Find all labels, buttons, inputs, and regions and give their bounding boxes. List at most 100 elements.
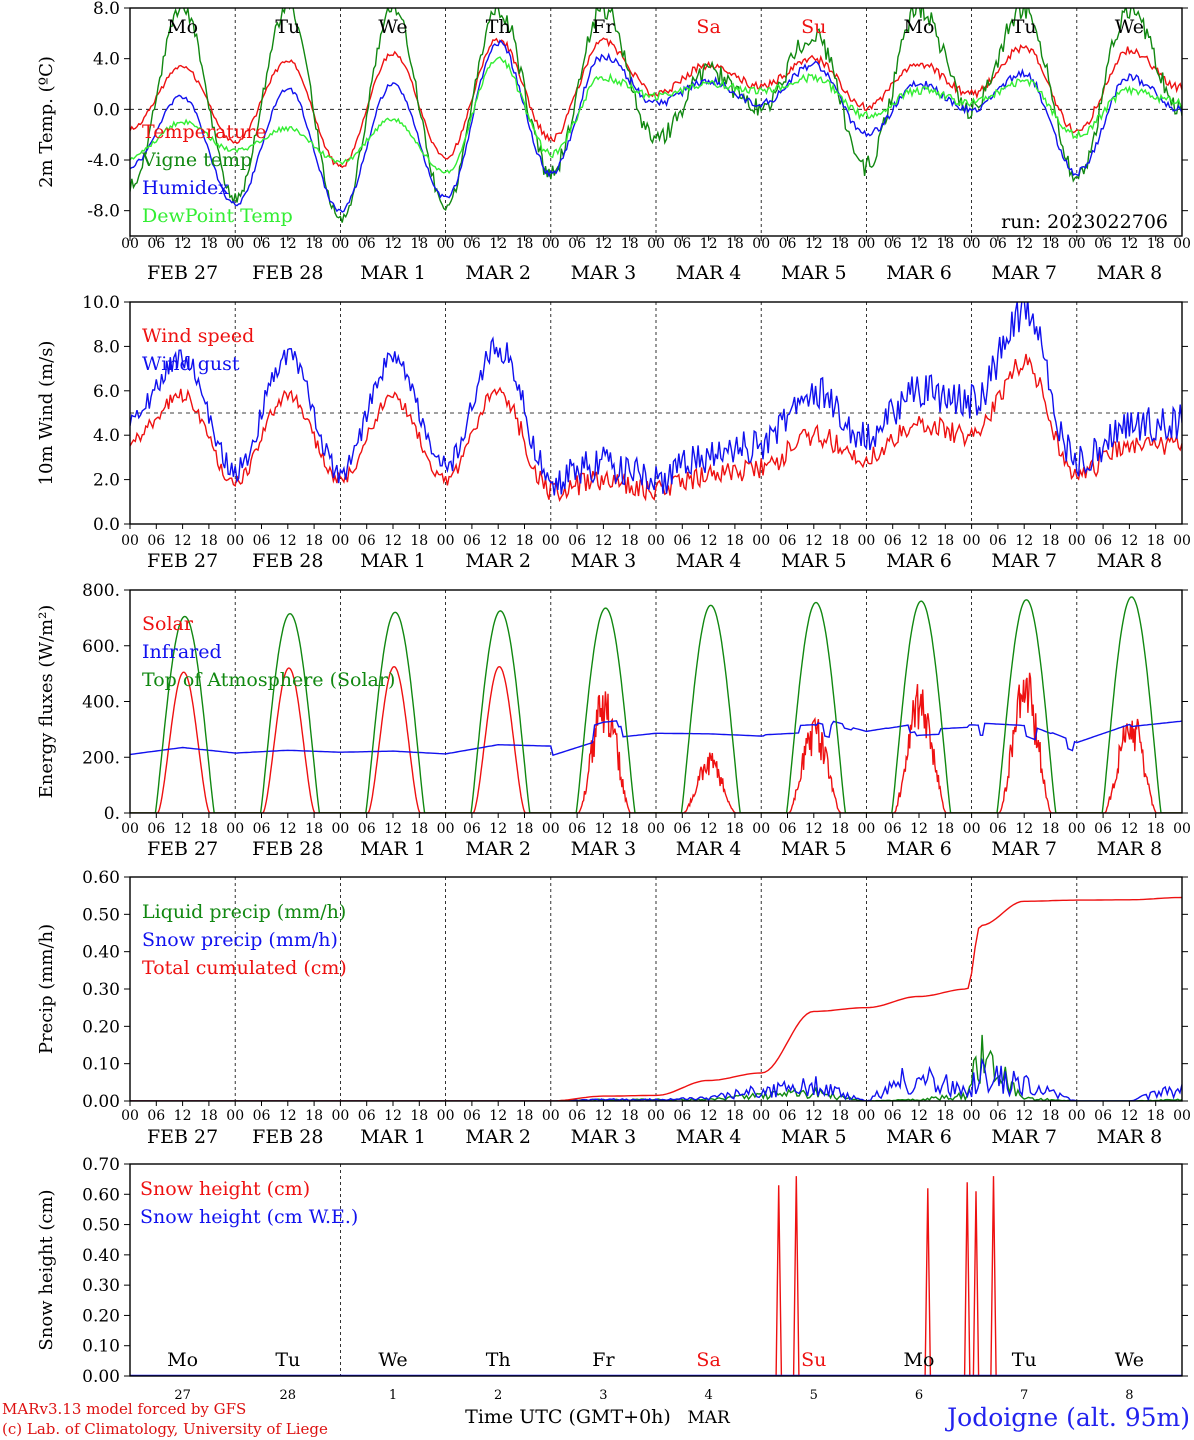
hour-tick-label: 06	[568, 821, 586, 837]
date-label: FEB 27	[147, 838, 218, 860]
y-tick-label: 600.	[82, 637, 120, 657]
hour-tick-label: 12	[700, 1108, 718, 1124]
weekday-label: Sa	[696, 16, 720, 38]
hour-tick-label: 00	[542, 533, 560, 549]
day-number: 6	[915, 1388, 923, 1403]
hour-tick-label: 00	[1068, 533, 1086, 549]
y-axis-label: 2m Temp. (ºC)	[36, 56, 57, 188]
hour-tick-label: 12	[489, 236, 507, 252]
date-label: MAR 3	[571, 262, 637, 284]
y-axis-label: 10m Wind (m/s)	[36, 341, 57, 486]
hour-tick-label: 06	[568, 533, 586, 549]
series-group	[130, 8, 1182, 223]
hour-tick-label: 12	[594, 236, 612, 252]
hour-tick-label: 00	[331, 821, 349, 837]
panel-3: 0. 200. 400. 600. 800. Energy fluxes (W/m²) So…	[36, 581, 1191, 860]
series-group	[130, 896, 1182, 1101]
y-tick-label: 400.	[82, 693, 120, 713]
hour-tick-label: 18	[1042, 533, 1060, 549]
hour-tick-label: 00	[857, 533, 875, 549]
panel-1: 8.0 4.0 0.0 -4.0 -8.0 2m Temp. (ºC) Temperatur…	[36, 0, 1191, 284]
hour-tick-label: 12	[1015, 236, 1033, 252]
date-label: MAR 8	[1097, 550, 1163, 572]
hour-tick-label: 00	[963, 533, 981, 549]
weekday-label: Su	[801, 16, 826, 38]
weekday-label: We	[1115, 1349, 1144, 1371]
date-label: FEB 28	[252, 1126, 323, 1148]
series-line	[130, 665, 1182, 813]
legend-entry: Vigne temp	[141, 149, 252, 171]
y-tick-label: 0.0	[93, 515, 120, 535]
weekday-label: We	[1115, 16, 1144, 38]
legend-entry: Snow height (cm)	[140, 1178, 310, 1200]
hour-tick-label: 06	[673, 1108, 691, 1124]
hour-tick-label: 18	[1147, 821, 1165, 837]
hour-tick-label: 12	[1015, 533, 1033, 549]
date-label: MAR 1	[360, 1126, 426, 1148]
hour-tick-label: 18	[621, 236, 639, 252]
hour-tick-label: 18	[831, 236, 849, 252]
hour-tick-label: 18	[516, 236, 534, 252]
hour-tick-label: 00	[226, 533, 244, 549]
series-line	[130, 37, 1182, 169]
hour-tick-label: 12	[174, 821, 192, 837]
legend-entry: Snow precip (mm/h)	[142, 929, 338, 951]
series-line	[130, 896, 1182, 1101]
y-tick-label: 0.50	[82, 905, 120, 925]
y-tick-label: 0.	[104, 804, 120, 824]
legend-entry: Humidex	[142, 177, 229, 199]
date-label: MAR 3	[571, 550, 637, 572]
date-label: MAR 5	[781, 838, 847, 860]
date-label: FEB 27	[147, 550, 218, 572]
date-label: MAR 7	[991, 1126, 1057, 1148]
date-label: MAR 3	[571, 1126, 637, 1148]
hour-tick-label: 00	[752, 1108, 770, 1124]
hour-tick-label: 18	[831, 1108, 849, 1124]
hour-tick-label: 12	[1120, 821, 1138, 837]
hour-tick-label: 00	[1173, 1108, 1191, 1124]
hour-tick-label: 12	[1015, 1108, 1033, 1124]
y-tick-label: -8.0	[87, 202, 120, 222]
hour-tick-label: 00	[752, 236, 770, 252]
date-label: FEB 27	[147, 262, 218, 284]
hour-tick-label: 18	[305, 236, 323, 252]
legend-entry: Wind gust	[142, 353, 240, 375]
y-tick-label: 4.0	[93, 426, 120, 446]
hour-tick-label: 00	[226, 821, 244, 837]
date-label: MAR 8	[1097, 838, 1163, 860]
hour-tick-label: 00	[542, 821, 560, 837]
hour-tick-label: 00	[437, 1108, 455, 1124]
weekday-label: Su	[801, 1349, 826, 1371]
hour-tick-label: 12	[805, 236, 823, 252]
legend-entry: Wind speed	[142, 325, 254, 347]
hour-tick-label: 00	[121, 821, 139, 837]
hour-tick-label: 00	[1068, 821, 1086, 837]
weekday-label: Th	[486, 16, 511, 38]
station-label: Jodoigne (alt. 95m)	[944, 1403, 1190, 1432]
hour-tick-label: 18	[726, 1108, 744, 1124]
hour-tick-label: 06	[358, 821, 376, 837]
series-group	[130, 302, 1182, 503]
hour-tick-label: 18	[831, 821, 849, 837]
hour-tick-label: 00	[752, 821, 770, 837]
y-tick-label: 0.10	[82, 1337, 120, 1357]
credit-line: MARv3.13 model forced by GFS	[2, 1400, 246, 1418]
hour-tick-label: 06	[147, 821, 165, 837]
hour-tick-label: 12	[279, 236, 297, 252]
hour-tick-label: 18	[831, 533, 849, 549]
hour-tick-label: 12	[279, 533, 297, 549]
hour-tick-label: 12	[489, 821, 507, 837]
date-label: MAR 5	[781, 550, 847, 572]
date-label: MAR 6	[886, 838, 952, 860]
date-label: FEB 28	[252, 838, 323, 860]
hour-tick-label: 06	[253, 533, 271, 549]
hour-tick-label: 06	[147, 236, 165, 252]
hour-tick-label: 00	[542, 236, 560, 252]
weekday-label: Tu	[275, 1349, 300, 1371]
hour-tick-label: 12	[910, 1108, 928, 1124]
hour-tick-label: 12	[174, 533, 192, 549]
hour-tick-label: 12	[805, 1108, 823, 1124]
hour-tick-label: 12	[174, 236, 192, 252]
date-label: MAR 2	[465, 550, 531, 572]
